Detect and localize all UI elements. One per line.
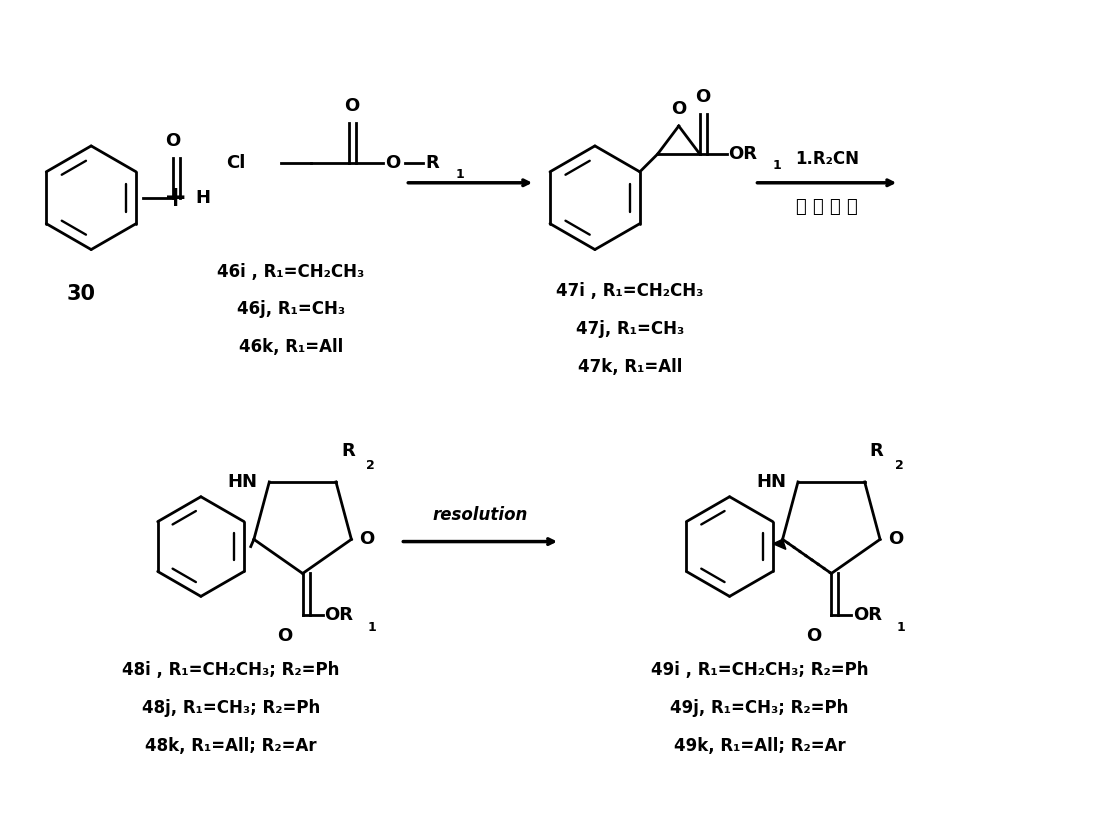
Text: R: R: [870, 442, 884, 460]
Text: HN: HN: [756, 473, 786, 491]
Text: O: O: [696, 88, 710, 106]
Text: 48j, R₁=CH₃; R₂=Ph: 48j, R₁=CH₃; R₂=Ph: [142, 699, 319, 717]
Text: O: O: [165, 131, 181, 150]
Text: O: O: [360, 530, 374, 548]
Text: 49k, R₁=All; R₂=Ar: 49k, R₁=All; R₂=Ar: [674, 737, 846, 755]
Polygon shape: [773, 539, 786, 549]
Text: R: R: [426, 154, 439, 172]
Text: OR: OR: [728, 145, 757, 163]
Text: 46i , R₁=CH₂CH₃: 46i , R₁=CH₂CH₃: [217, 262, 364, 280]
Text: R: R: [341, 442, 355, 460]
Text: 1: 1: [367, 621, 376, 633]
Text: 46k, R₁=All: 46k, R₁=All: [239, 338, 343, 356]
Text: 2: 2: [366, 459, 374, 472]
Text: 1: 1: [773, 160, 781, 172]
Text: OR: OR: [325, 606, 354, 624]
Text: O: O: [385, 154, 401, 172]
Text: Cl: Cl: [226, 154, 246, 172]
Text: O: O: [344, 97, 360, 115]
Text: 2: 2: [895, 459, 904, 472]
Text: 47j, R₁=CH₃: 47j, R₁=CH₃: [575, 320, 684, 338]
Text: O: O: [888, 530, 904, 548]
Text: 47i , R₁=CH₂CH₃: 47i , R₁=CH₂CH₃: [556, 283, 704, 300]
Text: 47k, R₁=All: 47k, R₁=All: [577, 358, 682, 376]
Text: O: O: [671, 100, 686, 118]
Text: 48k, R₁=All; R₂=Ar: 48k, R₁=All; R₂=Ar: [145, 737, 316, 755]
Text: 49i , R₁=CH₂CH₃; R₂=Ph: 49i , R₁=CH₂CH₃; R₂=Ph: [651, 661, 868, 679]
Text: 49j, R₁=CH₃; R₂=Ph: 49j, R₁=CH₃; R₂=Ph: [670, 699, 849, 717]
Text: O: O: [805, 628, 821, 645]
Text: 46j, R₁=CH₃: 46j, R₁=CH₃: [237, 300, 345, 318]
Text: OR: OR: [853, 606, 882, 624]
Text: 30: 30: [67, 284, 96, 304]
Text: H: H: [194, 189, 210, 207]
Text: 催 化 氢 化: 催 化 氢 化: [796, 198, 858, 216]
Text: +: +: [164, 184, 188, 212]
Text: HN: HN: [228, 473, 257, 491]
Text: 1: 1: [456, 169, 464, 181]
Text: 1: 1: [896, 621, 905, 633]
Text: 48i , R₁=CH₂CH₃; R₂=Ph: 48i , R₁=CH₂CH₃; R₂=Ph: [122, 661, 340, 679]
Text: resolution: resolution: [432, 505, 528, 523]
Text: 1.R₂CN: 1.R₂CN: [795, 150, 859, 168]
Text: O: O: [277, 628, 293, 645]
